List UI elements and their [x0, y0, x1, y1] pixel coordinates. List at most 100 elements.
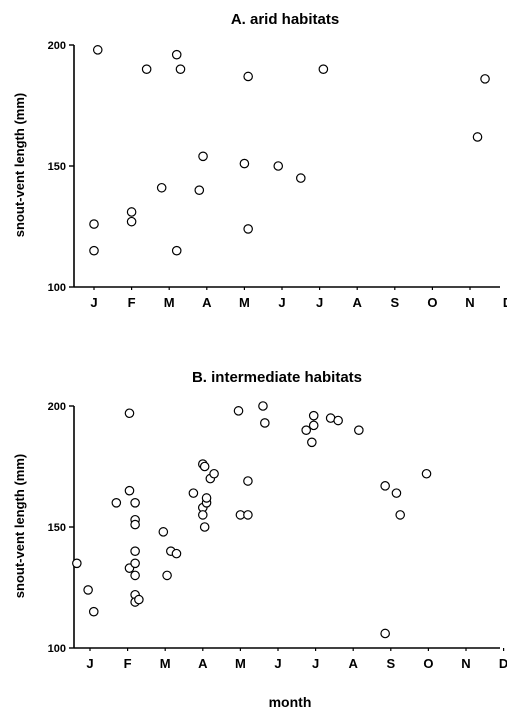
panel-b-data-point — [243, 510, 253, 520]
panel-a-month-label: M — [239, 295, 250, 310]
panel-a-data-point — [198, 151, 208, 162]
panel-a-data-point — [295, 173, 306, 183]
panel-a-month-label: M — [164, 295, 175, 310]
panel-b-data-point — [301, 425, 311, 435]
panel-b-y-axis-label: snout-vent length (mm) — [12, 454, 27, 598]
panel-a-data-point — [171, 49, 182, 60]
panel-a-month-label: O — [427, 295, 437, 310]
panel-a-data-point — [89, 245, 99, 256]
panel-b-data-point — [171, 548, 182, 559]
panel-b-data-point — [124, 485, 135, 496]
panel-a-data-point — [243, 224, 253, 234]
panel-b-data-point — [111, 497, 122, 508]
panel-b-y-tick-label: 200 — [48, 401, 66, 413]
panel-b-month-label: M — [160, 656, 171, 671]
panel-b-month-label: F — [124, 656, 132, 671]
panel-a-axes — [69, 44, 500, 290]
panel-b-data-point — [188, 488, 199, 498]
panel-b-data-point — [307, 437, 317, 448]
panel-b-data-point — [421, 468, 432, 479]
panel-b-data-point — [380, 628, 390, 639]
panel-a-y-tick-label: 150 — [48, 161, 66, 173]
panel-b-data-point — [83, 585, 93, 595]
panel-b-title: B. intermediate habitats — [192, 369, 362, 386]
panel-b-data-point — [391, 488, 402, 498]
panel-a-month-label: A — [353, 295, 363, 310]
panel-b-data-point — [308, 410, 319, 421]
panel-a-data-point — [243, 71, 253, 82]
panel-a-data-point — [171, 245, 182, 256]
panel-b-month-label: A — [349, 656, 359, 671]
panel-b-data-point — [233, 406, 244, 416]
panel-b-data-point — [243, 476, 253, 486]
panel-b-data-point — [130, 519, 140, 530]
panel-b-data-point — [130, 546, 140, 556]
panel-b-data-point — [308, 420, 319, 431]
panel-b-points — [72, 401, 432, 639]
panel-b-data-point — [201, 493, 212, 503]
panel-b-data-point — [199, 461, 210, 472]
panel-b-data-point — [130, 570, 140, 581]
panel-a-data-point — [239, 158, 250, 169]
panel-b-month-label: M — [235, 656, 246, 671]
panel-a-data-point — [126, 216, 137, 227]
panel-b-month-label: J — [312, 656, 319, 671]
panel-a: A. arid habitats snout-vent length (mm) … — [12, 11, 507, 310]
panel-b-data-point — [130, 497, 140, 508]
panel-a-data-point — [126, 207, 137, 217]
panel-a-data-point — [273, 161, 284, 171]
x-axis-label: month — [269, 694, 312, 710]
panel-a-month-label: A — [202, 295, 212, 310]
panel-a-data-point — [89, 219, 99, 229]
panel-a-month-label: N — [465, 295, 474, 310]
panel-b-month-label: N — [461, 656, 470, 671]
panel-a-y-tick-label: 200 — [48, 40, 66, 52]
panel-a-data-point — [141, 64, 152, 74]
panel-b-month-label: A — [198, 656, 208, 671]
panel-b-data-point — [209, 468, 219, 479]
panel-a-month-label: J — [278, 295, 285, 310]
panel-a-month-label: J — [90, 295, 97, 310]
panel-a-data-point — [156, 182, 167, 193]
panel-a-data-point — [472, 132, 483, 142]
panel-a-month-label: J — [316, 295, 323, 310]
panel-a-data-point — [480, 74, 490, 84]
panel-a-month-label: F — [128, 295, 136, 310]
panel-b: B. intermediate habitats snout-vent leng… — [12, 369, 507, 671]
panel-a-data-point — [194, 185, 205, 195]
panel-a-data-point — [175, 64, 186, 74]
panel-b-y-tick-label: 100 — [48, 643, 66, 655]
panel-a-month-label: D — [503, 295, 507, 310]
panel-b-data-point — [162, 570, 172, 581]
panel-b-data-point — [260, 418, 270, 428]
panel-a-points — [89, 45, 490, 256]
panel-b-data-point — [199, 522, 210, 532]
panel-b-month-label: O — [423, 656, 433, 671]
panel-a-title: A. arid habitats — [231, 11, 339, 28]
panel-b-data-point — [158, 527, 169, 537]
panel-b-month-label: S — [386, 656, 395, 671]
panel-b-axes — [69, 405, 505, 651]
panel-b-data-point — [88, 606, 99, 617]
panel-a-y-tick-label: 100 — [48, 282, 66, 294]
panel-b-data-point — [333, 415, 343, 426]
panel-b-tick-labels: 100 150 200 J F M A M J J A S O N D — [48, 401, 507, 671]
panel-a-data-point — [92, 45, 103, 55]
panel-b-data-point — [72, 558, 82, 569]
panel-b-data-point — [354, 425, 364, 435]
panel-b-data-point — [258, 401, 268, 411]
panel-b-data-point — [198, 510, 208, 520]
panel-a-y-axis-label: snout-vent length (mm) — [12, 93, 27, 237]
panel-b-month-label: J — [86, 656, 93, 671]
panel-b-data-point — [380, 481, 390, 491]
panel-b-data-point — [134, 594, 144, 605]
panel-b-data-point — [130, 558, 140, 569]
panel-a-tick-labels: 100 150 200 J F M A M J J A S O N D — [48, 40, 507, 310]
panel-b-data-point — [124, 408, 135, 419]
panel-b-month-label: D — [499, 656, 507, 671]
panel-b-month-label: J — [274, 656, 281, 671]
panel-a-month-label: S — [390, 295, 399, 310]
panel-b-y-tick-label: 150 — [48, 522, 66, 534]
panel-a-data-point — [318, 64, 329, 74]
